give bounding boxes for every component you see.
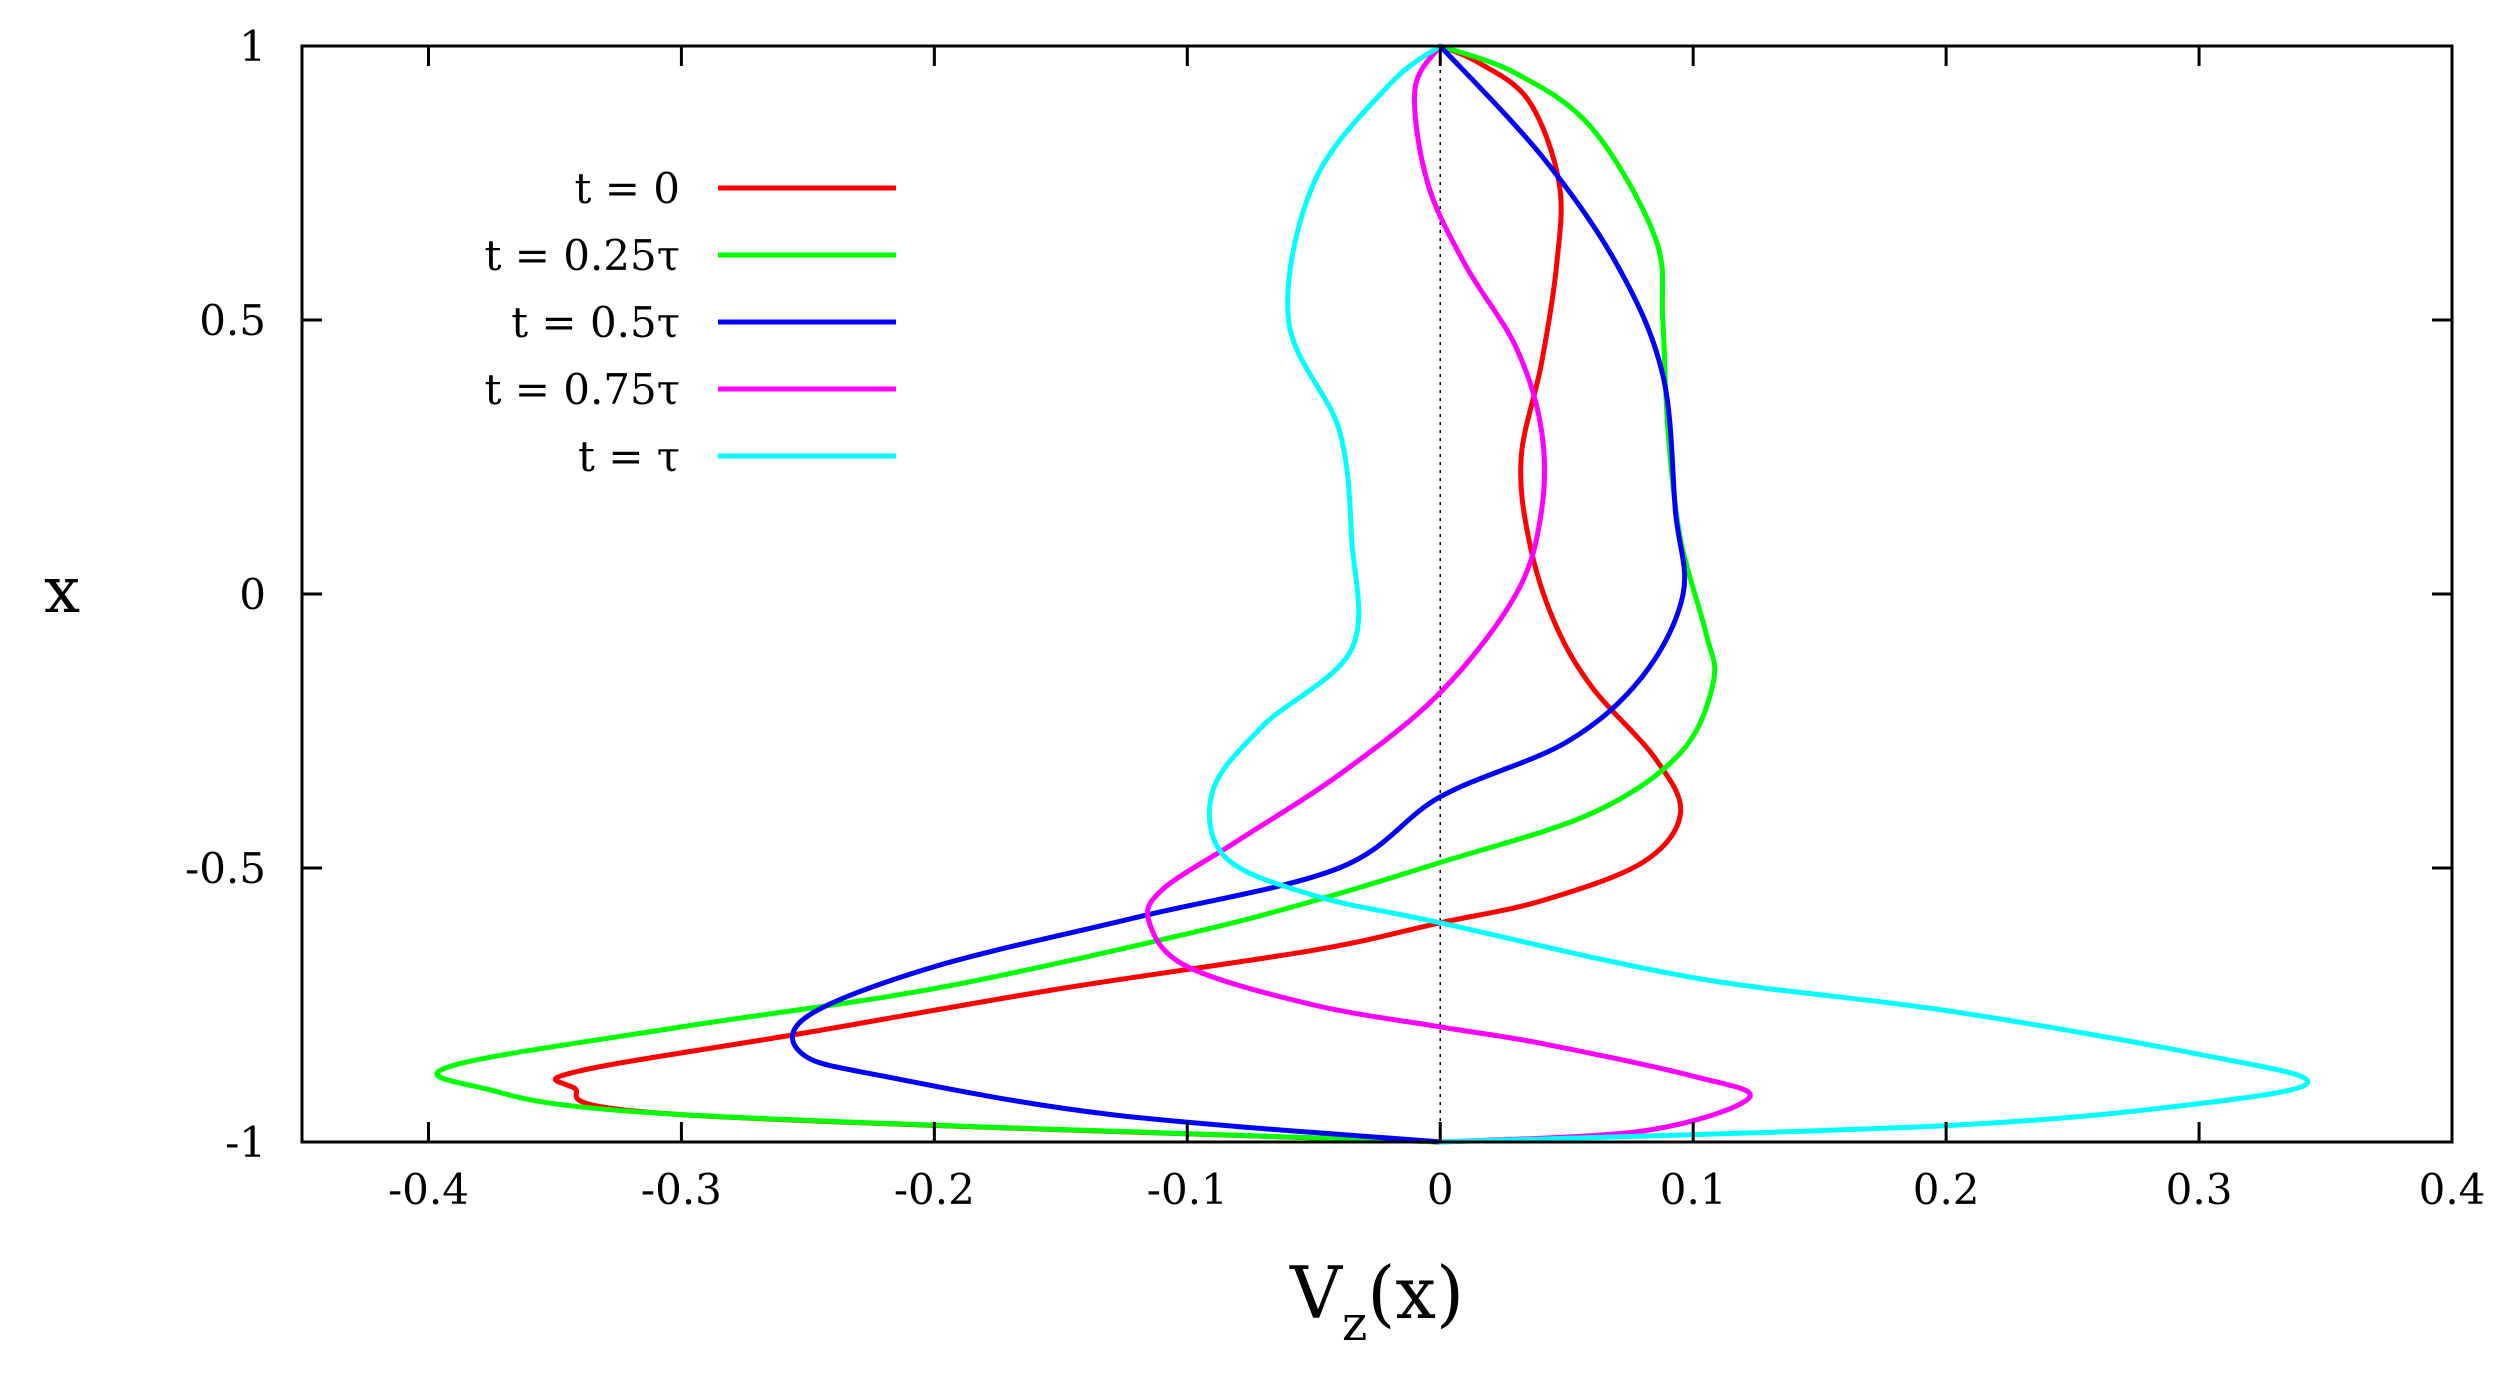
x-axis-title-base: V xyxy=(1289,1251,1344,1335)
x-tick-label: -0.4 xyxy=(388,1165,469,1214)
series-line-1 xyxy=(434,43,1718,1145)
legend-label-4: t = τ xyxy=(578,432,680,481)
x-tick-label: -0.1 xyxy=(1147,1165,1228,1214)
x-tick-label: -0.2 xyxy=(894,1165,975,1214)
legend: t = 0 t = 0.25τ t = 0.5τ t = 0.75τ t = τ xyxy=(484,164,896,481)
x-tick-label: 0.3 xyxy=(2166,1165,2233,1214)
y-tick-label: 1 xyxy=(239,22,266,71)
x-tick-label: 0 xyxy=(1427,1165,1454,1214)
x-tick-label: 0.2 xyxy=(1913,1165,1980,1214)
y-tick-label: 0 xyxy=(239,570,266,619)
legend-label-2: t = 0.5τ xyxy=(511,298,680,347)
series-layer xyxy=(434,43,2311,1145)
tick-label-layer: -0.4 -0.3 -0.2 -0.1 0 0.1 0.2 0.3 0.4 -1 -0.5 0 0.5 1 xyxy=(185,22,2485,1214)
x-axis-title: Vz(x) xyxy=(1289,1251,1464,1352)
y-tick-label: -0.5 xyxy=(185,844,266,893)
y-tick-label: 0.5 xyxy=(199,296,266,345)
legend-label-1: t = 0.25τ xyxy=(484,231,680,280)
y-tick-label: -1 xyxy=(225,1118,266,1167)
series-line-4 xyxy=(1206,43,2311,1145)
y-axis-title: x xyxy=(44,554,80,628)
plot-frame xyxy=(300,44,2454,1144)
x-tick-label: 0.1 xyxy=(1660,1165,1727,1214)
x-axis-title-subscript: z xyxy=(1342,1296,1367,1352)
x-tick-label: -0.3 xyxy=(641,1165,722,1214)
legend-label-3: t = 0.75τ xyxy=(484,365,680,414)
legend-label-0: t = 0 xyxy=(575,164,681,213)
series-line-0 xyxy=(552,43,1684,1145)
series-line-2 xyxy=(789,43,1688,1145)
x-axis-title-suffix: (x) xyxy=(1367,1251,1464,1335)
x-tick-label: 0.4 xyxy=(2419,1165,2486,1214)
